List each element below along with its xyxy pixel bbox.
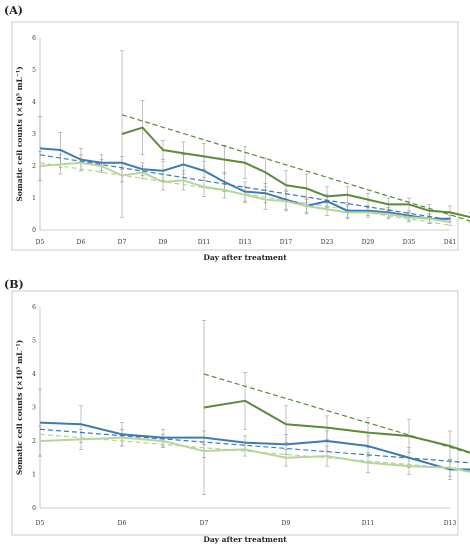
x-tick-label: D11 <box>198 239 210 246</box>
y-tick-label: 0 <box>32 227 36 234</box>
y-tick-label: 1 <box>32 472 36 479</box>
trend-line <box>39 162 451 226</box>
series-line <box>121 126 470 219</box>
x-tick-label: D6 <box>118 520 127 527</box>
chart-frame <box>11 290 459 536</box>
x-tick-label: D35 <box>403 239 416 246</box>
chart-a-svg: 0 1 2 3 4 5 6 D5 D6 D7 D9 D11 D13 D17 D23 D29 D35 D41 Day … <box>11 21 470 262</box>
y-axis-title: Somatic cell counts (×10⁵ mL⁻¹) <box>15 66 24 201</box>
y-tick-label: 6 <box>32 304 36 311</box>
chart-b-svg: 0 1 2 3 4 5 6 D5 D6 D7 D9 D11 D13 Day after treatment… <box>11 290 470 544</box>
y-axis-title: Somatic cell counts (×10⁵ mL⁻¹) <box>15 340 24 475</box>
y-tick-label: 4 <box>32 371 36 378</box>
x-tick-label: D11 <box>362 520 374 527</box>
x-tick-label: D9 <box>159 239 168 246</box>
x-tick-label: D7 <box>118 239 127 246</box>
series-line <box>39 421 470 471</box>
x-tick-label: D13 <box>239 239 252 246</box>
chart-panel-a: (A) 0 1 2 3 4 5 6 D5 D6 D7 D9 D11 D13 D17 D23 D29 D35 D41… <box>4 4 470 262</box>
chart-panel-b: (B) 0 1 2 3 4 5 6 D5 D6 D7 D9 D11 D13 Day after treat… <box>0 275 470 550</box>
series-line <box>39 161 451 223</box>
x-tick-label: D5 <box>36 520 45 527</box>
error-bar <box>468 212 470 223</box>
x-tick-label: D7 <box>200 520 209 527</box>
trend-line <box>121 114 470 222</box>
y-tick-label: 6 <box>32 35 36 42</box>
y-tick-label: 4 <box>32 99 36 106</box>
x-axis-title: Day after treatment <box>203 535 287 544</box>
series-line <box>203 399 470 454</box>
x-tick-label: D5 <box>36 239 45 246</box>
y-tick-label: 2 <box>32 438 36 445</box>
y-tick-label: 1 <box>32 195 36 202</box>
trend-line <box>39 154 451 221</box>
y-tick-label: 3 <box>32 405 36 412</box>
x-tick-label: D13 <box>444 520 457 527</box>
series-line <box>39 436 470 473</box>
y-tick-label: 5 <box>32 338 36 345</box>
panel-label-a: (A) <box>4 4 23 17</box>
x-tick-label: D6 <box>77 239 86 246</box>
y-tick-label: 5 <box>32 67 36 74</box>
x-axis-title: Day after treatment <box>203 253 287 262</box>
trend-line <box>39 428 470 464</box>
x-tick-label: D9 <box>282 520 291 527</box>
panel-label-b: (B) <box>4 278 24 291</box>
y-tick-label: 0 <box>32 505 36 512</box>
y-tick-label: 2 <box>32 163 36 170</box>
x-tick-label: D29 <box>362 239 375 246</box>
x-tick-label: D41 <box>444 239 456 246</box>
chart-frame <box>11 21 459 251</box>
trend-line <box>203 373 470 454</box>
x-tick-label: D23 <box>321 239 334 246</box>
x-tick-label: D17 <box>280 239 293 246</box>
y-tick-label: 3 <box>32 131 36 138</box>
series-line <box>39 147 450 220</box>
